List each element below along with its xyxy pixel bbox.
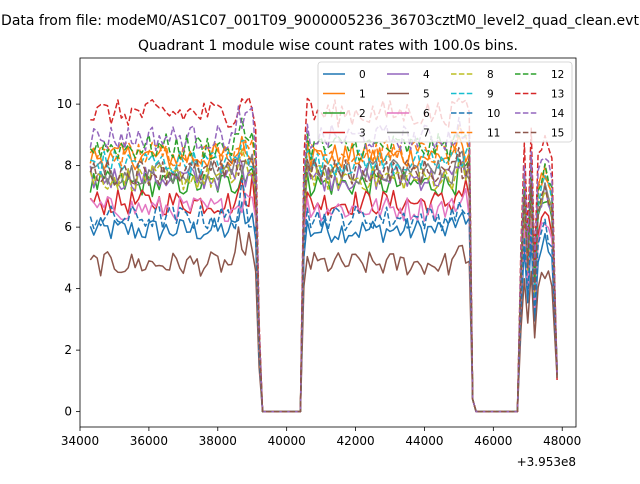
x-axis-offset-label: +3.953e8	[517, 455, 576, 469]
series-line-0	[89, 201, 558, 413]
legend-label-12: 12	[551, 69, 564, 81]
figure-suptitle: Data from file: modeM0/AS1C07_001T09_900…	[1, 13, 639, 29]
series-line-4	[89, 154, 558, 413]
y-tick-label: 2	[64, 343, 72, 357]
y-tick-label: 4	[64, 282, 72, 296]
legend-label-2: 2	[359, 108, 366, 120]
legend-label-9: 9	[487, 89, 494, 101]
legend-label-13: 13	[551, 89, 564, 101]
legend-label-6: 6	[423, 108, 430, 120]
x-tick-label: 36000	[130, 434, 168, 448]
legend-label-1: 1	[359, 89, 366, 101]
series-line-10	[89, 179, 558, 413]
legend-frame	[317, 61, 573, 143]
legend-label-10: 10	[487, 108, 500, 120]
chart-title: Quadrant 1 module wise count rates with …	[138, 38, 518, 54]
legend-label-8: 8	[487, 69, 494, 81]
x-tick-label: 48000	[543, 434, 581, 448]
legend-label-5: 5	[423, 89, 430, 101]
x-tick-label: 34000	[61, 434, 99, 448]
x-tick-label: 38000	[199, 434, 237, 448]
series-line-5	[89, 226, 558, 413]
x-tick-label: 40000	[268, 434, 306, 448]
legend-label-15: 15	[551, 128, 564, 140]
plot-frame	[79, 57, 577, 428]
legend-label-3: 3	[359, 128, 366, 140]
x-tick-label: 44000	[405, 434, 443, 448]
y-tick-label: 8	[64, 159, 72, 173]
series-line-15	[89, 146, 558, 413]
legend-label-11: 11	[487, 128, 500, 140]
y-tick-label: 10	[57, 97, 72, 111]
y-tick-label: 6	[64, 220, 72, 234]
legend-label-0: 0	[359, 69, 366, 81]
series-line-12	[89, 117, 558, 413]
legend-label-4: 4	[423, 69, 430, 81]
x-tick-label: 46000	[474, 434, 512, 448]
y-tick-label: 0	[64, 405, 72, 419]
legend-label-7: 7	[423, 128, 430, 140]
x-tick-label: 42000	[336, 434, 374, 448]
legend-label-14: 14	[551, 108, 565, 120]
